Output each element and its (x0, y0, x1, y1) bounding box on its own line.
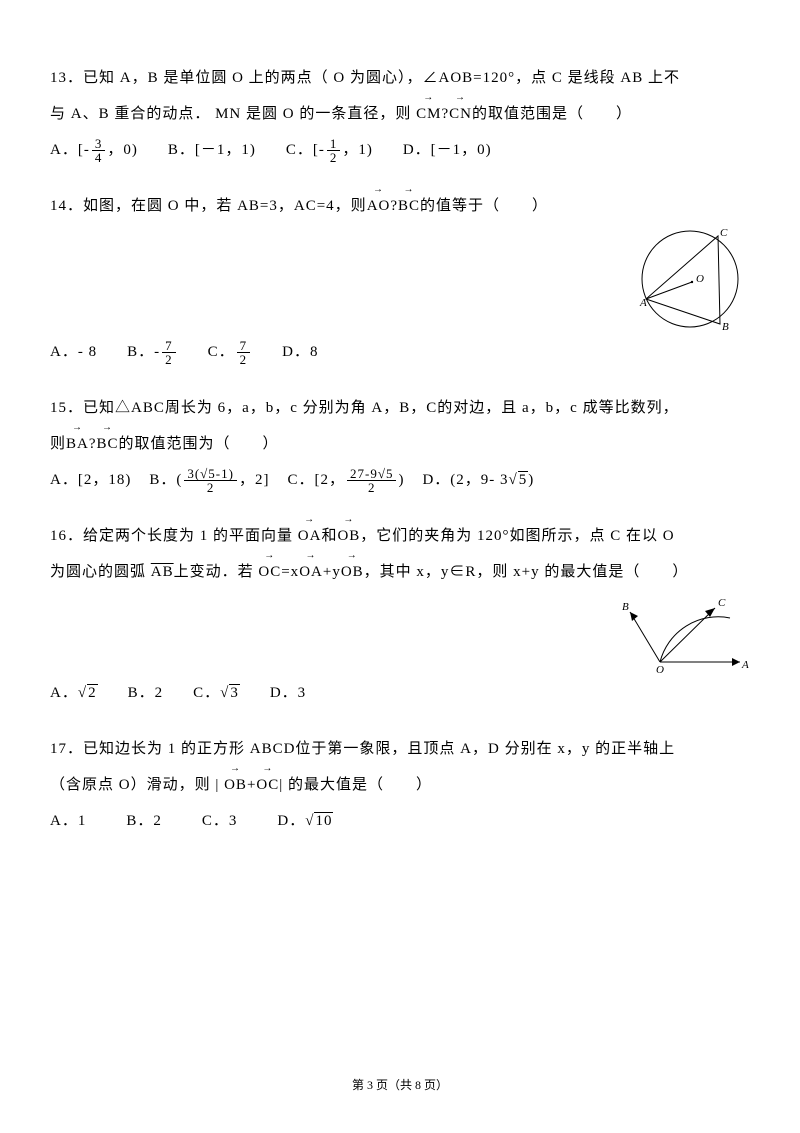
vector-bc2: BC (97, 426, 119, 462)
q13-optC: C．[-12，1) (286, 132, 373, 168)
q17-optC: C．3 (202, 803, 238, 839)
q17-tail: | 的最大值是（ ） (279, 777, 432, 793)
vector-ba: BA (66, 426, 89, 462)
q14-text: 14．如图，在圆 O 中，若 AB=3，AC=4，则 (50, 198, 367, 214)
q14-optD: D．8 (282, 334, 318, 370)
q15-options: A．[2，18) B．(3(√5-1)2，2] C．[2，27-9√52) D．… (50, 462, 750, 498)
q14-figure: A B C O (630, 224, 750, 334)
page-footer: 第 3 页（共 8 页） (0, 1076, 800, 1093)
q14-optC: C．72 (208, 334, 253, 370)
q16-and: 和 (321, 528, 337, 544)
vector-ao: AO (367, 188, 391, 224)
vector-ob2: OB (341, 554, 364, 590)
question-15: 15．已知△ABC周长为 6，a，b，c 分别为角 A，B，C的对边，且 a，b… (50, 390, 750, 498)
vector-oc: OC (258, 554, 281, 590)
q17-optB: B．2 (126, 803, 162, 839)
question-14: 14．如图，在圆 O 中，若 AB=3，AC=4，则AO?BC的值等于（ ） A… (50, 188, 750, 370)
q14-optA: A．- 8 (50, 334, 97, 370)
q13-options: A．[-34，0) B．[－1，1) C．[-12，1) D．[－1，0) (50, 132, 750, 168)
svg-text:B: B (622, 601, 629, 613)
question-13: 13．已知 A，B 是单位圆 O 上的两点（ O 为圆心），∠AOB=120°，… (50, 60, 750, 168)
q17-text1: （含原点 O）滑动，则 | (50, 777, 224, 793)
q17-plus: + (247, 777, 256, 793)
question-17: 17．已知边长为 1 的正方形 ABCD位于第一象限，且顶点 A，D 分别在 x… (50, 731, 750, 839)
svg-text:C: C (720, 227, 728, 239)
q16-options: A．2 B．2 C．3 D．3 (50, 675, 750, 711)
svg-text:A: A (741, 659, 749, 671)
vector-cm: CM (416, 96, 441, 132)
q13-optA: A．[-34，0) (50, 132, 138, 168)
q14-options: A．- 8 B．-72 C．72 D．8 (50, 334, 750, 370)
q13-optB: B．[－1，1) (168, 132, 256, 168)
q15-optA: A．[2，18) (50, 462, 131, 498)
q17-options: A．1 B．2 C．3 D．10 (50, 803, 750, 839)
arc-ab: AB (151, 564, 174, 580)
q15-dot: ? (89, 436, 97, 452)
svg-text:C: C (718, 597, 726, 609)
q17-line1: 17．已知边长为 1 的正方形 ABCD位于第一象限，且顶点 A，D 分别在 x… (50, 731, 750, 767)
q16-figure: O A B C (620, 590, 750, 675)
q15-optD: D．(2，9- 35) (422, 462, 534, 498)
q15-text: 则 (50, 436, 66, 452)
q14-optB: B．-72 (127, 334, 178, 370)
q16-text7: ，其中 x，y∈R，则 x+y 的最大值是（ ） (364, 564, 689, 580)
q16-optA: A．2 (50, 675, 98, 711)
q16-optC: C．3 (193, 675, 240, 711)
q14-tail: 的值等于（ ） (420, 198, 548, 214)
svg-text:B: B (722, 321, 729, 333)
vector-oc2: OC (256, 767, 279, 803)
q16-optB: B．2 (128, 675, 164, 711)
q16-text5: =x (281, 564, 299, 580)
svg-text:O: O (656, 664, 664, 675)
q13-dot: ? (441, 106, 449, 122)
q17-optD: D．10 (277, 803, 333, 839)
q15-line2: 则BA?BC的取值范围为（ ） (50, 426, 750, 462)
q17-line2: （含原点 O）滑动，则 | OB+OC| 的最大值是（ ） (50, 767, 750, 803)
q16-text2: ，它们的夹角为 120°如图所示，点 C 在以 O (360, 528, 674, 544)
q17-optA: A．1 (50, 803, 86, 839)
svg-text:A: A (639, 297, 647, 309)
q13-line1: 13．已知 A，B 是单位圆 O 上的两点（ O 为圆心），∠AOB=120°，… (50, 60, 750, 96)
q15-optB: B．(3(√5-1)2，2] (149, 462, 269, 498)
q13-optD: D．[－1，0) (403, 132, 492, 168)
q15-optC: C．[2，27-9√52) (287, 462, 404, 498)
q15-line1: 15．已知△ABC周长为 6，a，b，c 分别为角 A，B，C的对边，且 a，b… (50, 390, 750, 426)
q15-tail: 的取值范围为（ ） (119, 436, 279, 452)
question-16: 16．给定两个长度为 1 的平面向量 OA和OB，它们的夹角为 120°如图所示… (50, 518, 750, 711)
q13-text: 与 A、B 重合的动点． MN 是圆 O 的一条直径，则 (50, 106, 416, 122)
q13-line2: 与 A、B 重合的动点． MN 是圆 O 的一条直径，则 CM?CN的取值范围是… (50, 96, 750, 132)
q16-line1: 16．给定两个长度为 1 的平面向量 OA和OB，它们的夹角为 120°如图所示… (50, 518, 750, 554)
q16-text6: +y (323, 564, 341, 580)
vector-bc: BC (398, 188, 420, 224)
q16-line2: 为圆心的圆弧 AB上变动．若 OC=xOA+yOB，其中 x，y∈R，则 x+y… (50, 554, 750, 590)
q14-line1: 14．如图，在圆 O 中，若 AB=3，AC=4，则AO?BC的值等于（ ） (50, 188, 750, 224)
vector-cn: CN (449, 96, 472, 132)
svg-text:O: O (696, 273, 704, 285)
q16-text3: 为圆心的圆弧 (50, 564, 151, 580)
q16-optD: D．3 (270, 675, 306, 711)
q16-text4: 上变动．若 (174, 564, 259, 580)
q14-dot: ? (390, 198, 398, 214)
q16-text1: 16．给定两个长度为 1 的平面向量 (50, 528, 298, 544)
vector-ob3: OB (224, 767, 247, 803)
vector-oa2: OA (299, 554, 323, 590)
q13-tail: 的取值范围是（ ） (472, 106, 632, 122)
